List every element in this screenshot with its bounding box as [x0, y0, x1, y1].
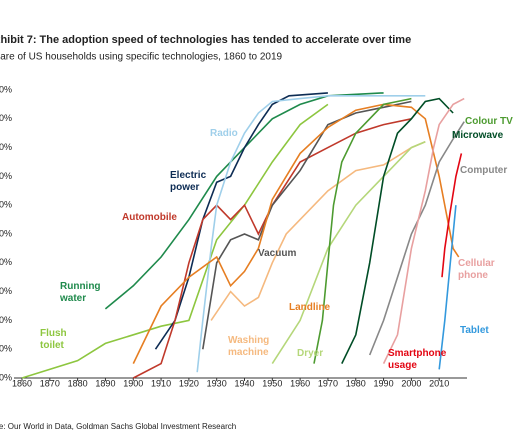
series-line [132, 118, 412, 379]
series-label: Electric power [170, 170, 207, 193]
x-tick-label: 1930 [207, 378, 227, 388]
series-line [368, 121, 465, 356]
series-line [196, 95, 426, 373]
y-tick-label: 70% [0, 171, 12, 181]
series-label: Dryer [297, 348, 324, 359]
x-tick-label: 1900 [123, 378, 143, 388]
chart-subtitle: Share of US households using specific te… [0, 52, 283, 63]
series-label: Colour TV [465, 116, 513, 127]
x-tick-label: 2010 [429, 378, 449, 388]
series-line [382, 97, 465, 364]
series-label: Computer [460, 165, 508, 176]
y-tick-label: 10% [0, 344, 12, 354]
x-tick-label: 1970 [318, 378, 338, 388]
series-line [441, 153, 463, 278]
y-tick-label: 90% [0, 113, 12, 123]
series-label: Landline [289, 302, 331, 313]
series-label: Flush toilet [40, 328, 67, 351]
x-tick-label: 1880 [68, 378, 88, 388]
series-label: Radio [210, 128, 238, 139]
series-label: Microwave [452, 130, 504, 141]
x-tick-label: 1950 [262, 378, 282, 388]
y-tick-label: 100% [0, 84, 12, 94]
series-label: Smartphone usage [388, 348, 447, 371]
series-line [21, 103, 329, 379]
x-tick-label: 1870 [40, 378, 60, 388]
series-line [210, 141, 426, 321]
y-tick-label: 60% [0, 200, 12, 210]
y-tick-label: 20% [0, 315, 12, 325]
x-tick-label: 1890 [95, 378, 115, 388]
y-tick-label: 80% [0, 142, 12, 152]
y-tick-label: 0% [0, 372, 12, 382]
y-tick-label: 40% [0, 257, 12, 267]
series-label: Washing machine [228, 335, 270, 358]
series-label: Cellular phone [458, 258, 495, 281]
x-tick-label: 1920 [179, 378, 199, 388]
x-tick-label: 1980 [346, 378, 366, 388]
series-label: Tablet [460, 325, 489, 336]
series-line [341, 97, 454, 364]
x-tick-label: 1910 [151, 378, 171, 388]
series-label: Automobile [122, 212, 177, 223]
x-tick-label: 1960 [290, 378, 310, 388]
series-line [438, 205, 457, 370]
source: Source: Our World in Data, Goldman Sachs… [0, 422, 236, 431]
x-tick-label: 1990 [374, 378, 394, 388]
chart-title: Exhibit 7: The adoption speed of technol… [0, 34, 411, 46]
series-line [132, 103, 460, 364]
y-tick-label: 50% [0, 228, 12, 238]
series-label: Running water [60, 281, 101, 304]
series-line [104, 92, 384, 310]
y-tick-label: 30% [0, 286, 12, 296]
series-label: Vacuum [258, 248, 297, 259]
x-tick-label: 2000 [401, 378, 421, 388]
x-tick-label: 1940 [234, 378, 254, 388]
series-line [202, 100, 412, 350]
series-line [271, 141, 426, 365]
x-tick-label: 1860 [12, 378, 32, 388]
series-line [313, 97, 412, 364]
